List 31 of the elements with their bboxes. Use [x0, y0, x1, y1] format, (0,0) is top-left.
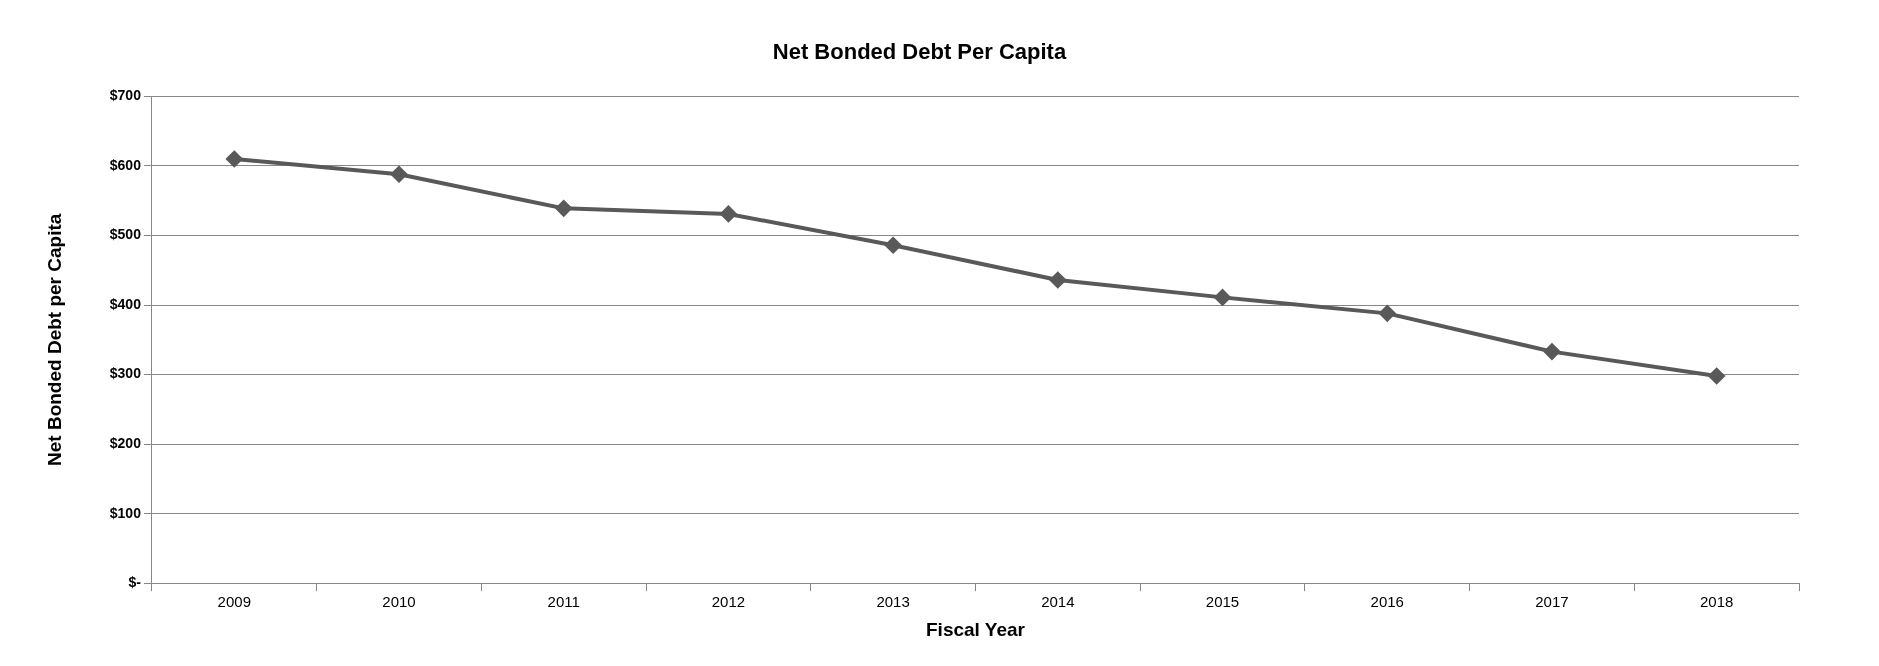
y-tick-label: $600: [109, 156, 142, 173]
y-tick-label: $400: [109, 295, 142, 312]
x-tick-label: 2009: [217, 593, 251, 611]
x-tick-label: 2015: [1205, 593, 1240, 611]
point: [1708, 367, 1725, 384]
x-tick-label: 2018: [1699, 593, 1734, 611]
x-tick-label: 2012: [711, 593, 746, 611]
y-axis-title: Net Bonded Debt per Capita: [43, 213, 65, 466]
y-tick-label: $500: [109, 226, 142, 243]
y-tick-label: $300: [109, 365, 142, 382]
x-tick-label: 2013: [876, 593, 910, 611]
point: [1379, 305, 1396, 322]
x-tick-label: 2014: [1041, 593, 1075, 611]
y-tick-label: $700: [109, 87, 142, 104]
y-tick-label: $-: [128, 574, 142, 591]
point: [391, 166, 407, 183]
x-axis-title: Fiscal Year: [926, 618, 1026, 640]
point: [720, 205, 737, 222]
point: [885, 237, 902, 254]
y-tick-label: $200: [109, 434, 142, 451]
x-tick-label: 2016: [1370, 593, 1404, 611]
point: [226, 150, 243, 167]
x-tick-label: 2011: [547, 593, 580, 611]
point: [1214, 289, 1231, 306]
point: [1049, 271, 1066, 288]
point: [1543, 343, 1560, 360]
point: [555, 200, 572, 217]
x-tick-label: 2010: [382, 593, 416, 611]
chart-title: Net Bonded Debt Per Capita: [772, 39, 1067, 65]
x-tick-label: 2017: [1535, 593, 1569, 611]
y-tick-label: $100: [109, 504, 142, 521]
